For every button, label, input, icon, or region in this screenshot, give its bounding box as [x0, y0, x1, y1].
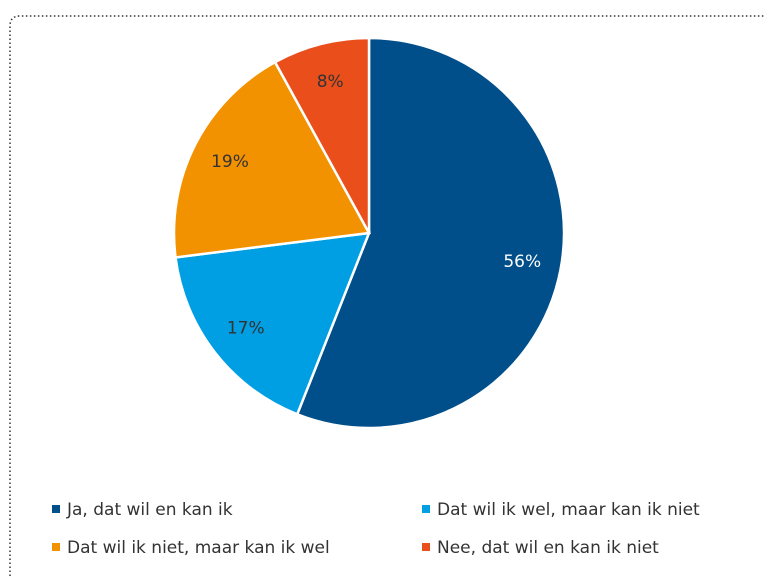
data-label: 17%	[227, 319, 265, 339]
legend: Ja, dat wil en kan ik Dat wil ik wel, maa…	[52, 500, 700, 558]
legend-label: Nee, dat wil en kan ik niet	[437, 538, 659, 558]
pie-slice	[172, 60, 371, 259]
legend-swatch	[422, 505, 430, 513]
pie-slice	[295, 36, 566, 430]
data-label: 56%	[503, 252, 541, 272]
pie-slice	[174, 231, 371, 416]
legend-label: Dat wil ik niet, maar kan ik wel	[67, 538, 330, 558]
pie-slice	[273, 36, 371, 234]
legend-label: Dat wil ik wel, maar kan ik niet	[437, 500, 700, 520]
legend-label: Ja, dat wil en kan ik	[66, 500, 233, 520]
data-label: 8%	[317, 72, 344, 92]
pie: 56% 17% 19% 8%	[172, 36, 566, 430]
legend-swatch	[52, 505, 60, 513]
legend-swatch	[52, 543, 60, 551]
legend-swatch	[422, 543, 430, 551]
data-label: 19%	[211, 152, 249, 172]
